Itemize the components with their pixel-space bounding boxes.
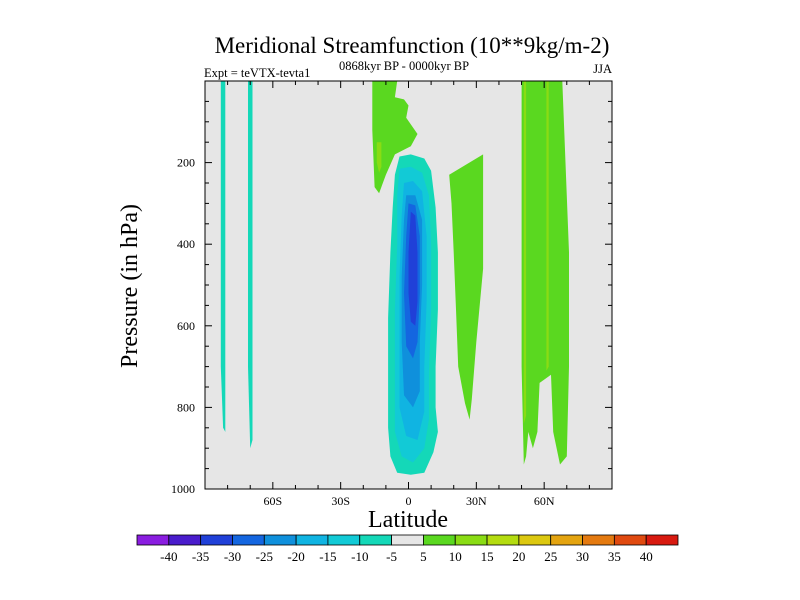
colorbar-swatch (168, 534, 202, 546)
colorbar-swatch (582, 534, 615, 546)
colorbar-label: -25 (256, 549, 273, 564)
x-axis-title: Latitude (368, 507, 448, 533)
contour-nh-midlat-core-a (523, 81, 527, 424)
contour-sh-polar-band-1 (220, 81, 226, 432)
x-tick-label: 60N (534, 494, 555, 508)
colorbar-swatch (200, 534, 233, 546)
colorbar-label: 35 (608, 549, 621, 564)
colorbar-label: -15 (319, 549, 336, 564)
colorbar-label: 25 (544, 549, 557, 564)
experiment-label: Expt = teVTX-tevta1 (204, 66, 310, 80)
colorbar-swatch (518, 534, 552, 546)
contour-sh-polar-band-2 (248, 81, 253, 449)
colorbar-swatch (327, 534, 361, 546)
colorbar-swatch (232, 534, 265, 546)
contour-nh-midlat-core-b (546, 81, 549, 371)
colorbar-label: -40 (160, 549, 177, 564)
x-axis: 60S 30S 0 30N 60N (204, 81, 613, 508)
period-subtitle: 0868kyr BP - 0000kyr BP (339, 59, 469, 73)
x-tick-label: 60S (263, 494, 282, 508)
y-axis-title: Pressure (in hPa) (117, 204, 143, 368)
contour-fills (220, 81, 569, 475)
colorbar-swatch (486, 534, 520, 546)
y-tick-label: 600 (177, 319, 195, 333)
contour-nh-subtropic-band (449, 154, 484, 420)
y-axis: 200 400 600 800 1000 (171, 80, 612, 496)
x-tick-label: 30N (466, 494, 487, 508)
colorbar-swatch (391, 534, 424, 546)
contour-nh-midlat-band (521, 81, 569, 465)
colorbar-label: 20 (512, 549, 525, 564)
colorbar-label: -30 (224, 549, 241, 564)
colorbar-label: -5 (386, 549, 397, 564)
contour-tropical-cell-32 (408, 211, 418, 326)
colorbar-swatch (550, 534, 583, 546)
colorbar-label: 5 (420, 549, 427, 564)
season-label: JJA (593, 62, 612, 76)
colorbar-label: -35 (192, 549, 209, 564)
chart-title: Meridional Streamfunction (10**9kg/m-2) (215, 33, 610, 58)
colorbar-label: -10 (351, 549, 368, 564)
colorbar-label: -20 (287, 549, 304, 564)
contour-upper-trop-core (376, 142, 382, 173)
colorbar: -40 -35 -30 -25 -20 -15 -10 -5 5 10 15 20 25 30 35 40 (136, 534, 679, 564)
colorbar-swatch (613, 534, 647, 546)
colorbar-label: 10 (449, 549, 462, 564)
colorbar-swatch (295, 534, 329, 546)
colorbar-label: 30 (576, 549, 589, 564)
colorbar-label: 40 (640, 549, 653, 564)
colorbar-label: 15 (481, 549, 494, 564)
colorbar-swatch (263, 534, 297, 546)
colorbar-swatch (136, 534, 170, 546)
y-tick-label: 400 (177, 237, 195, 251)
y-tick-label: 1000 (171, 482, 195, 496)
plot-area: 60S 30S 0 30N 60N 200 400 600 800 1000 (171, 80, 613, 508)
y-tick-label: 200 (177, 156, 195, 170)
colorbar-swatch (645, 534, 679, 546)
colorbar-swatch (454, 534, 488, 546)
x-tick-label: 30S (331, 494, 350, 508)
colorbar-swatch (423, 534, 456, 546)
colorbar-swatch (359, 534, 392, 546)
y-tick-label: 800 (177, 400, 195, 414)
contour-upper-trop-positive (372, 81, 418, 194)
x-tick-label: 0 (406, 494, 412, 508)
